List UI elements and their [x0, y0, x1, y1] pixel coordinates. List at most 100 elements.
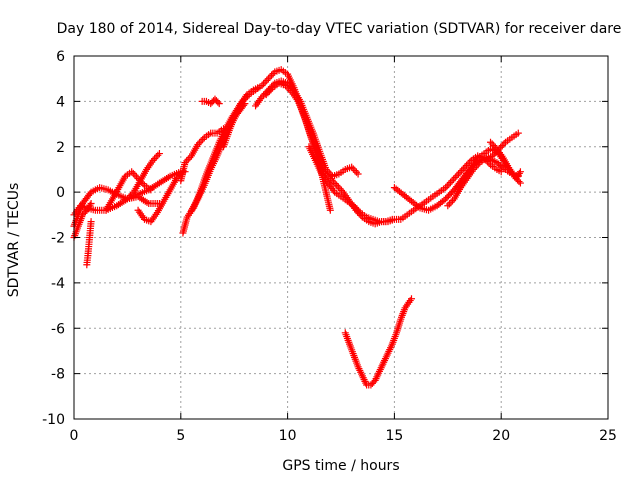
data-point-marker	[488, 140, 496, 148]
y-tick-label: -8	[51, 367, 65, 383]
axis-ticks: 0 5 10 15 20 25 -10 -8 -6 -4 -2 0 2 4 6	[42, 49, 617, 444]
data-point-marker	[328, 176, 336, 184]
data-point-marker	[264, 89, 272, 97]
data-point-marker	[326, 206, 334, 214]
series-arc-19	[444, 129, 522, 210]
data-point-marker	[351, 203, 359, 211]
x-axis-label: GPS time / hours	[282, 458, 399, 474]
data-point-marker	[338, 186, 346, 194]
data-point-marker	[244, 92, 252, 100]
data-point-marker	[489, 152, 497, 160]
data-point-marker	[239, 97, 247, 105]
data-point-marker	[490, 142, 498, 150]
x-tick-label: 0	[70, 428, 79, 444]
data-point-marker	[264, 75, 272, 83]
data-point-marker	[125, 193, 133, 201]
data-point-marker	[258, 81, 266, 89]
data-point-marker	[268, 71, 276, 79]
data-point-marker	[446, 178, 454, 186]
data-point-marker	[260, 80, 268, 88]
data-series	[70, 66, 524, 389]
data-point-marker	[286, 87, 294, 95]
data-point-marker	[355, 207, 363, 215]
series-arc-20	[487, 138, 524, 183]
data-point-marker	[215, 100, 223, 108]
data-point-marker	[152, 153, 160, 161]
series-arc-14	[262, 79, 505, 228]
data-point-marker	[261, 78, 269, 86]
data-point-marker	[183, 157, 191, 165]
data-point-marker	[458, 167, 466, 175]
series-arc-10	[198, 95, 223, 108]
data-point-marker	[240, 96, 248, 104]
data-point-marker	[350, 202, 358, 210]
y-axis-label: SDTVAR / TECUs	[6, 183, 22, 298]
data-point-marker	[149, 156, 157, 164]
data-point-marker	[451, 173, 459, 181]
data-point-marker	[283, 83, 291, 91]
x-tick-label: 25	[599, 428, 617, 444]
y-tick-label: 0	[56, 185, 65, 201]
data-point-marker	[184, 155, 192, 163]
data-point-marker	[498, 142, 506, 150]
data-point-marker	[266, 73, 274, 81]
data-point-marker	[242, 94, 250, 102]
data-point-marker	[443, 182, 451, 190]
x-tick-label: 15	[385, 428, 403, 444]
data-point-marker	[186, 154, 194, 162]
data-point-marker	[336, 185, 344, 193]
data-point-marker	[331, 180, 339, 188]
data-point-marker	[199, 135, 207, 143]
data-point-marker	[154, 151, 162, 159]
data-point-marker	[353, 205, 361, 213]
data-point-marker	[127, 192, 135, 200]
data-point-marker	[447, 198, 455, 206]
series-arc-15	[305, 143, 396, 226]
series-arc-4	[83, 218, 95, 269]
y-tick-label: 6	[56, 49, 65, 65]
data-point-marker	[285, 85, 293, 93]
data-point-marker	[487, 138, 495, 146]
data-point-marker	[151, 155, 159, 163]
data-point-marker	[514, 129, 522, 137]
data-point-marker	[456, 168, 464, 176]
data-point-marker	[497, 168, 505, 176]
data-point-marker	[132, 173, 140, 181]
data-point-marker	[515, 169, 523, 177]
data-point-marker	[352, 168, 360, 176]
data-point-marker	[348, 163, 356, 171]
data-point-marker	[265, 87, 273, 95]
data-point-marker	[474, 160, 482, 168]
chart-title: Day 180 of 2014, Sidereal Day-to-day VTE…	[57, 21, 622, 37]
data-point-marker	[123, 195, 131, 203]
data-point-marker	[197, 137, 205, 145]
data-point-marker	[281, 81, 289, 89]
data-point-marker	[354, 170, 362, 178]
data-point-marker	[87, 218, 95, 226]
data-point-marker	[330, 178, 338, 186]
data-point-marker	[464, 160, 472, 168]
data-point-marker	[500, 140, 508, 148]
x-tick-label: 5	[176, 428, 185, 444]
data-point-marker	[181, 159, 189, 167]
data-point-marker	[453, 172, 461, 180]
data-point-marker	[129, 169, 137, 177]
data-point-marker	[449, 197, 457, 205]
data-point-marker	[454, 170, 462, 178]
data-point-marker	[128, 168, 136, 176]
data-point-marker	[128, 190, 136, 198]
series-arc-8	[177, 125, 228, 185]
data-point-marker	[445, 180, 453, 188]
y-tick-label: -4	[51, 276, 65, 292]
data-point-marker	[473, 162, 481, 170]
y-tick-label: -2	[51, 231, 65, 247]
y-tick-label: -10	[42, 412, 65, 428]
data-point-marker	[131, 171, 139, 179]
data-point-marker	[469, 165, 477, 173]
data-point-marker	[516, 179, 524, 187]
data-point-marker	[333, 181, 341, 189]
data-point-marker	[155, 150, 163, 158]
data-point-marker	[147, 186, 155, 194]
y-tick-label: 2	[56, 140, 65, 156]
